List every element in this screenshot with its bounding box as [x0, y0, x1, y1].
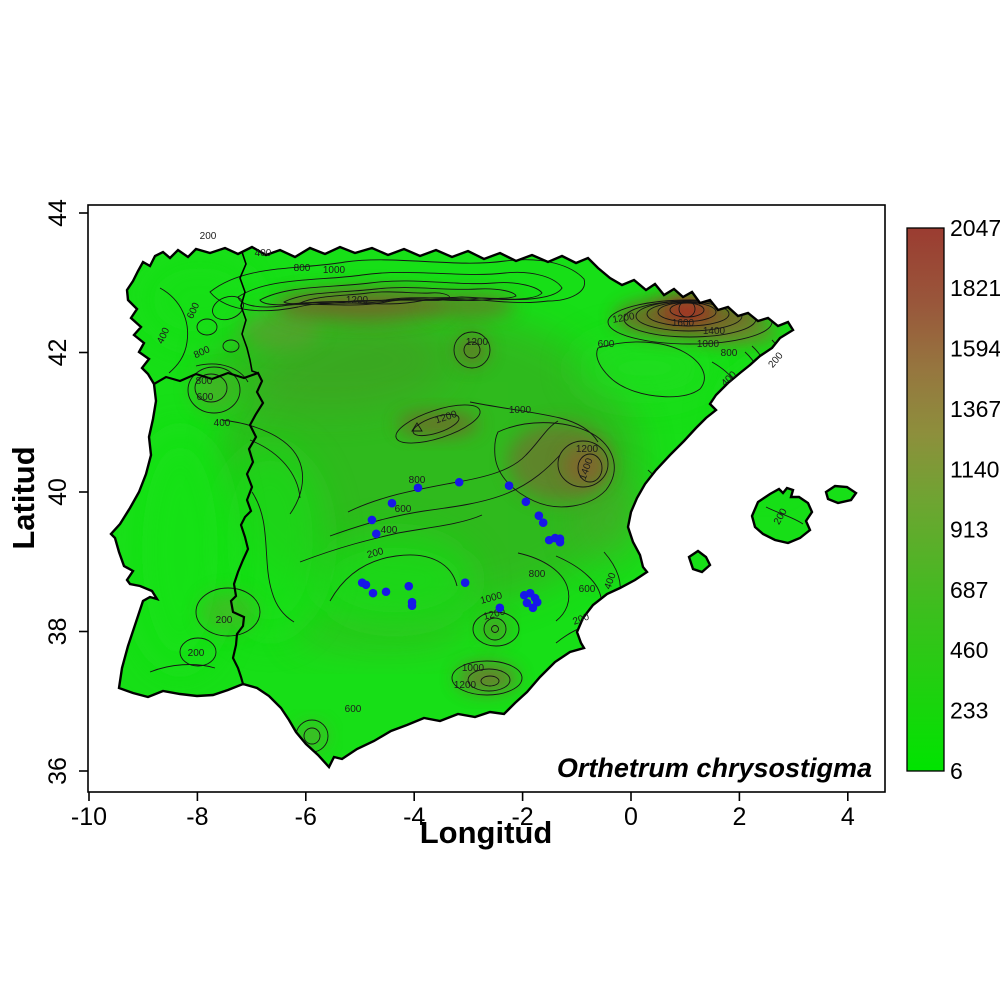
admin-borders: [153, 251, 265, 685]
occurrence-point: [367, 515, 377, 525]
occurrence-point: [361, 580, 371, 590]
contour-level-label: 1000: [697, 339, 720, 350]
y-tick-label: 38: [44, 618, 72, 646]
occurrence-point: [460, 578, 470, 587]
occurrence-point: [534, 511, 544, 521]
contour-level-label: 800: [721, 348, 738, 359]
contour-level-label: 600: [197, 392, 214, 403]
contour-level-label: 1200: [576, 444, 599, 455]
contour-level-label: 1200: [454, 680, 477, 691]
contour-level-label: 200: [188, 648, 205, 659]
occurrence-point: [521, 497, 531, 507]
x-tick-label: -2: [511, 803, 533, 831]
occurrence-point: [407, 601, 417, 610]
colorbar-value-label: 1140: [950, 456, 999, 482]
occurrence-point: [555, 537, 565, 547]
contour-level-label: 800: [409, 475, 426, 486]
contour-level-label: 800: [196, 376, 213, 387]
colorbar-labels: 2047 1821 1594 1367 1140 913 687 460 233 6: [950, 215, 1000, 784]
portugal-spain-border: [153, 371, 265, 685]
contour-level-label: 1200: [612, 311, 636, 326]
contour-level-label: 200: [216, 615, 233, 626]
y-tick-label: 44: [44, 199, 72, 227]
contour-level-label: 600: [598, 339, 615, 350]
contour-level-label: 1000: [462, 663, 485, 674]
occurrence-points: [357, 477, 565, 613]
elevation-shading: [130, 255, 800, 748]
colorbar-value-label: 1367: [950, 396, 1000, 422]
y-tick-label: 36: [44, 757, 72, 785]
occurrence-point: [504, 481, 514, 491]
y-axis-ticks: 36 38 40 42 44: [44, 199, 88, 785]
occurrence-point: [368, 588, 378, 598]
occurrence-point: [522, 598, 532, 608]
x-tick-label: -6: [295, 803, 317, 831]
colorbar-value-label: 1594: [950, 336, 1000, 362]
colorbar-value-label: 913: [950, 517, 988, 543]
contour-level-label: 400: [381, 525, 398, 536]
x-tick-label: 2: [732, 803, 746, 831]
contour-level-label: 1000: [323, 265, 346, 276]
occurrence-point: [387, 498, 397, 508]
colorbar-value-label: 233: [950, 698, 988, 724]
colorbar-value-label: 460: [950, 637, 988, 663]
contour-level-label: 400: [255, 248, 272, 259]
colorbar-value-label: 1821: [950, 275, 1000, 301]
galicia-border: [239, 251, 259, 374]
occurrence-point: [404, 581, 414, 591]
y-tick-label: 40: [44, 478, 72, 506]
colorbar: 2047 1821 1594 1367 1140 913 687 460 233 6: [906, 215, 1000, 784]
x-tick-label: 4: [841, 803, 855, 831]
contour-level-label: 1200: [346, 295, 369, 306]
colorbar-value-label: 687: [950, 577, 988, 603]
colorbar-value-label: 2047: [950, 215, 1000, 241]
x-tick-label: 0: [624, 803, 638, 831]
contour-level-label: 800: [529, 569, 546, 580]
contour-level-label: 600: [345, 704, 362, 715]
y-tick-label: 42: [44, 339, 72, 367]
occurrence-point: [381, 587, 391, 597]
occurrence-point: [413, 483, 423, 493]
contour-level-label: 800: [294, 263, 311, 274]
contour-level-label: 1400: [703, 326, 726, 337]
contour-level-label: 1200: [466, 337, 489, 348]
contour-level-label: 1600: [672, 318, 695, 329]
colorbar-gradient: [906, 227, 945, 772]
x-tick-label: -8: [186, 803, 208, 831]
contour-level-label: 600: [395, 504, 412, 515]
contour-level-label: 600: [579, 584, 596, 595]
contour-level-label: 200: [366, 546, 385, 561]
occurrence-point: [528, 603, 538, 613]
x-axis-ticks: -10 -8 -6 -4 -2 0 2 4: [71, 792, 855, 831]
occurrence-point: [454, 477, 464, 487]
occurrence-point: [371, 529, 381, 539]
contour-lines: [149, 259, 804, 753]
occurrence-point: [538, 518, 548, 527]
occurrence-point: [495, 603, 505, 613]
contour-level-label: 400: [214, 418, 231, 429]
y-axis-title: Latitud: [6, 446, 41, 549]
colorbar-value-label: 6: [950, 758, 963, 784]
contour-level-label: 200: [200, 231, 217, 242]
x-axis-title: Longitud: [420, 815, 553, 850]
species-annotation: Orthetrum chrysostigma: [557, 753, 872, 783]
contour-level-label: 1000: [509, 405, 532, 416]
x-tick-label: -10: [71, 803, 107, 831]
x-tick-label: -4: [403, 803, 425, 831]
